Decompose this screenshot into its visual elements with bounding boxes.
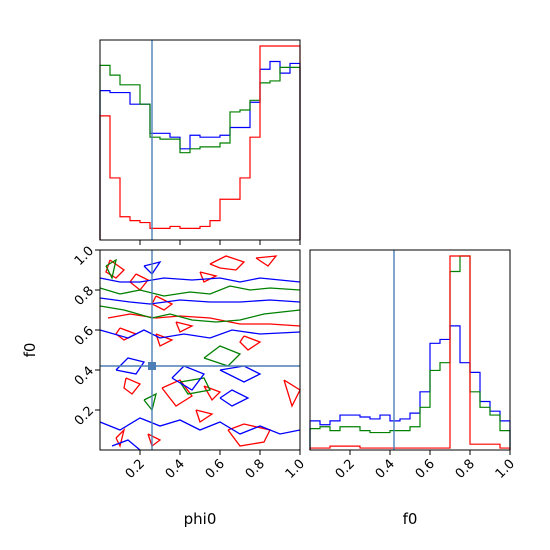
contour-series-group	[99, 255, 301, 451]
contour-ytick-label-1: 0.4	[72, 364, 97, 389]
contour-ytick-label-2: 0.6	[72, 324, 97, 349]
histogram-phi0-frame	[100, 40, 300, 240]
contour-xtick-label-0: 0.2	[123, 457, 148, 482]
contour-ytick-label-3: 0.8	[72, 284, 97, 309]
contour-panel-phi0-f0: 0.2 0.4 0.6 0.8 1.0 0.2 0.4 0.6 0.8 1.0	[72, 244, 308, 482]
contour-xtick-label-2: 0.6	[203, 457, 228, 482]
contour-ytick-label-0: 0.2	[72, 404, 97, 429]
histogram-phi0-ticks-group	[139, 240, 301, 245]
contour-series-0-line-14	[283, 379, 301, 408]
contour-series-2-line-5	[171, 365, 206, 391]
contour-series-1-line-4	[179, 377, 211, 395]
contour-series-2-line-9	[111, 439, 141, 451]
histogram-f0-xtick-label-0: 0.2	[333, 457, 358, 482]
contour-series-1-line-1	[99, 285, 301, 297]
contour-series-0-line-8	[115, 327, 138, 341]
contour-series-0-line-7	[175, 321, 194, 333]
histogram-phi0-step-series-0	[99, 60, 301, 240]
contour-series-0-line-11	[123, 377, 142, 395]
contour-series-1-line-0	[105, 258, 117, 280]
histogram-f0-xtick-label-1: 0.4	[373, 457, 398, 482]
histogram-f0-xtick-label-3: 0.8	[453, 457, 478, 482]
contour-series-0-line-16	[115, 427, 126, 448]
histogram-f0-step-series-2	[309, 255, 511, 450]
contour-xtick-label-1: 0.4	[163, 457, 188, 482]
contour-series-2-line-8	[99, 417, 301, 435]
histogram-f0-step-series-0	[309, 325, 511, 450]
contour-xtick-label-3: 0.8	[243, 457, 268, 482]
contour-series-0-line-17	[147, 433, 162, 448]
contour-series-2-line-4	[115, 357, 146, 375]
histogram-f0-ticks-group: 0.2 0.4 0.6 0.8 1.0	[333, 450, 518, 482]
histogram-phi0-border	[99, 39, 301, 241]
x-axis-label-f0: f0	[403, 510, 418, 528]
contour-series-0-line-2	[209, 255, 246, 271]
contour-series-2-line-2	[99, 297, 301, 305]
contour-frame	[100, 250, 300, 450]
contour-series-2-line-6	[219, 365, 262, 383]
contour-series-0-line-10	[239, 335, 262, 351]
contour-xtick-label-4: 1.0	[283, 457, 308, 482]
contour-series-0-line-15	[195, 409, 214, 424]
histogram-panel-f0: 0.2 0.4 0.6 0.8 1.0	[309, 249, 518, 482]
contour-series-2-line-3	[99, 329, 301, 339]
contour-series-0-line-4	[255, 255, 278, 267]
contour-series-2-line-7	[219, 389, 250, 407]
contour-series-1-line-2	[99, 305, 301, 323]
contour-series-0-line-13	[203, 385, 222, 402]
histogram-f0-xtick-label-2: 0.6	[413, 457, 438, 482]
contour-ytick-label-4: 1.0	[72, 244, 97, 269]
contour-series-1-line-3	[203, 345, 242, 367]
contour-series-2-line-0	[99, 277, 301, 283]
y-axis-label-f0: f0	[21, 343, 39, 358]
histogram-phi0-series-group	[99, 45, 301, 240]
contour-truth-marker	[148, 362, 156, 370]
contour-series-0-line-6	[107, 313, 301, 327]
histogram-f0-step-series-1	[309, 255, 511, 450]
contour-series-0-line-18	[227, 423, 271, 447]
histogram-panel-phi0	[99, 39, 301, 245]
histogram-f0-border	[309, 249, 511, 451]
x-axis-label-phi0: phi0	[184, 510, 217, 528]
histogram-phi0-step-series-1	[99, 64, 301, 240]
histogram-f0-xtick-label-4: 1.0	[493, 457, 518, 482]
contour-series-0-line-12	[161, 379, 193, 407]
contour-truth-group	[100, 250, 300, 450]
contour-series-1-line-5	[143, 392, 157, 412]
histogram-phi0-step-series-2	[99, 45, 301, 240]
contour-border	[99, 249, 301, 451]
histogram-f0-series-group	[309, 255, 511, 450]
